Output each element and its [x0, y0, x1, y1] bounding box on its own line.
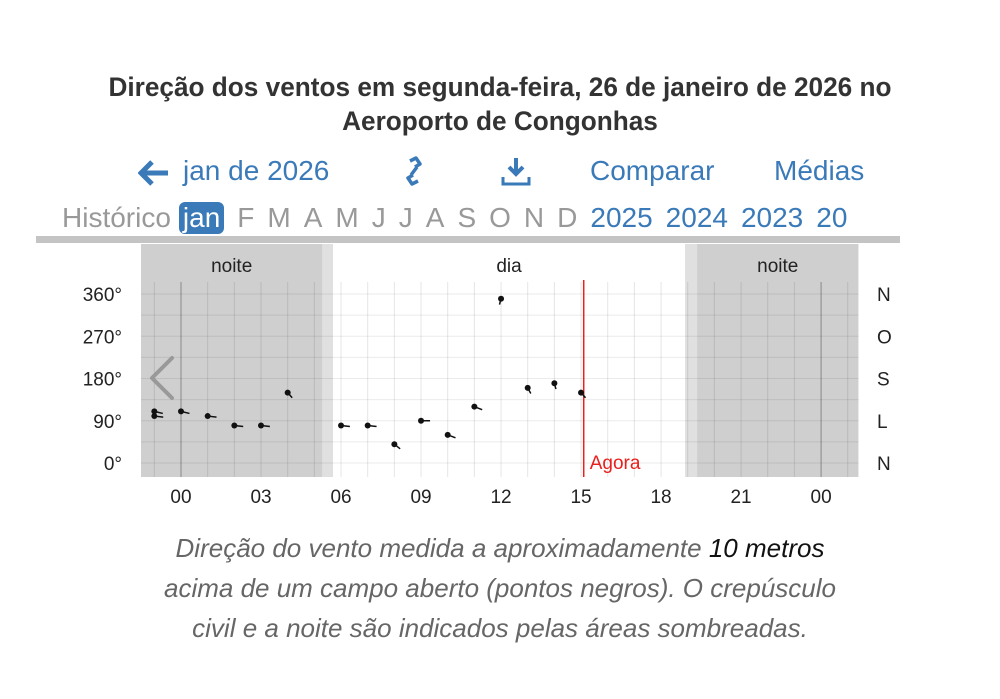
x-tick-label: 18	[650, 487, 671, 508]
wind-point	[471, 403, 478, 410]
month-n[interactable]: N	[523, 202, 545, 233]
history-link[interactable]: Histórico	[62, 202, 171, 233]
month-a2[interactable]: A	[425, 202, 445, 233]
year-more[interactable]: 20	[816, 202, 848, 233]
month-f[interactable]: F	[237, 202, 255, 233]
period-label: noite	[211, 256, 252, 277]
averages-link[interactable]: Médias	[774, 155, 865, 186]
month-s[interactable]: S	[457, 202, 477, 233]
wind-point	[524, 384, 531, 391]
year-2023[interactable]: 2023	[740, 202, 804, 233]
x-tick-label: 15	[570, 487, 591, 508]
wind-point	[391, 441, 398, 448]
wind-point	[204, 413, 211, 420]
x-tick-label: 09	[410, 487, 431, 508]
month-d[interactable]: D	[557, 202, 578, 233]
month-j[interactable]: J	[371, 202, 386, 233]
x-tick-label: 12	[490, 487, 511, 508]
download-icon[interactable]	[500, 155, 532, 194]
wind-point	[498, 295, 505, 302]
y-tick-label: 180°	[83, 370, 122, 391]
y-right-label: S	[877, 370, 890, 391]
wind-point	[178, 408, 184, 415]
title-line-1: Direção dos ventos em segunda-feira, 26 …	[108, 72, 892, 102]
period-label: dia	[496, 256, 522, 277]
month-m2[interactable]: M	[335, 202, 359, 233]
wind-point	[578, 389, 585, 396]
wind-point	[418, 417, 425, 424]
wind-point	[258, 422, 265, 429]
chart-title: Direção dos ventos em segunda-feira, 26 …	[0, 70, 1000, 138]
compare-link[interactable]: Comparar	[590, 155, 715, 186]
y-tick-label: 360°	[83, 285, 122, 306]
prev-month-link[interactable]: jan de 2026	[183, 155, 330, 186]
arrow-left-icon[interactable]	[137, 159, 170, 194]
month-selector: Histórico jan F M A M J J A S O N D 2025 2024 2023 20	[62, 202, 860, 240]
x-tick-label: 06	[330, 487, 351, 508]
caption-text-3: civil e a noite são indicados pelas área…	[192, 613, 808, 643]
link-icon[interactable]	[398, 155, 430, 194]
wind-point	[444, 431, 451, 438]
period-label: noite	[757, 256, 798, 277]
wind-point	[151, 413, 158, 420]
year-2025[interactable]: 2025	[590, 202, 653, 233]
scroll-bar[interactable]	[36, 236, 900, 243]
x-tick-label: 03	[250, 487, 271, 508]
y-tick-label: 0°	[104, 454, 122, 475]
chevron-left-icon[interactable]	[150, 356, 174, 400]
y-right-label: O	[877, 327, 892, 348]
y-right-label: L	[877, 412, 888, 433]
nav-bar: jan de 2026 Comparar Médias	[0, 155, 1000, 191]
wind-point	[284, 389, 291, 396]
twilight-band	[685, 244, 698, 477]
year-2024[interactable]: 2024	[665, 202, 728, 233]
caption-height: 10 metros	[708, 533, 825, 563]
twilight-band	[322, 244, 334, 477]
month-o[interactable]: O	[489, 202, 511, 233]
x-tick-label: 00	[170, 487, 191, 508]
x-tick-label: 21	[730, 487, 751, 508]
x-tick-label: 00	[811, 487, 832, 508]
y-right-label: N	[877, 454, 891, 475]
y-tick-label: 270°	[83, 327, 122, 348]
y-right-label: N	[877, 285, 891, 306]
month-jan[interactable]: jan	[178, 202, 225, 234]
month-a[interactable]: A	[303, 202, 323, 233]
caption: Direção do vento medida a aproximadament…	[0, 528, 1000, 648]
wind-point	[551, 380, 558, 387]
title-line-2: Aeroporto de Congonhas	[342, 106, 658, 136]
month-j2[interactable]: J	[398, 202, 413, 233]
caption-text-2: acima de um campo aberto (pontos negros)…	[163, 573, 836, 603]
caption-text: Direção do vento medida a aproximadament…	[175, 533, 709, 563]
night-band	[697, 244, 859, 477]
y-tick-label: 90°	[93, 412, 122, 433]
wind-point	[364, 422, 371, 429]
now-label: Agora	[590, 453, 641, 474]
wind-point	[231, 422, 238, 429]
month-m[interactable]: M	[267, 202, 291, 233]
wind-point	[338, 422, 345, 429]
wind-point	[151, 408, 158, 415]
